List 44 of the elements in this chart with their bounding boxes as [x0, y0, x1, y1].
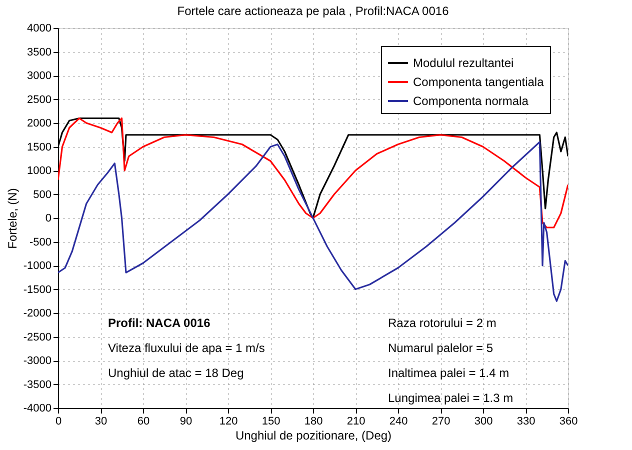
legend-label: Modulul rezultantei: [413, 56, 514, 70]
y-axis-title: Fortele, (N): [5, 188, 20, 249]
y-tick-label: 2000: [27, 118, 52, 130]
x-tick-label: 60: [137, 416, 150, 428]
line-series: [58, 141, 568, 302]
y-tick-label: 2500: [27, 94, 52, 106]
annotation: Raza rotorului = 2 m: [388, 316, 496, 330]
x-tick-label: 270: [432, 416, 450, 428]
chart-title: Fortele care actioneaza pe pala , Profil:NACA 0016: [177, 4, 450, 18]
y-tick-label: 0: [45, 212, 52, 224]
y-tick-label: -2500: [23, 331, 52, 344]
y-tick-label: 1000: [27, 165, 52, 177]
annotation: Lungimea palei = 1.3 m: [388, 391, 514, 405]
y-tick-label: -3500: [23, 378, 52, 391]
annotation: Profil: NACA 0016: [108, 316, 211, 330]
x-tick-label: 90: [180, 416, 192, 428]
annotation: Viteza fluxului de apa = 1 m/s: [108, 341, 265, 355]
x-tick-label: 30: [94, 416, 108, 428]
y-tick-label: -4000: [23, 402, 52, 414]
legend-label: Componenta normala: [413, 94, 529, 108]
x-tick-label: 330: [516, 416, 536, 428]
x-tick-label: 360: [559, 416, 578, 428]
x-axis-title: Unghiul de pozitionare, (Deg): [235, 428, 392, 442]
y-tick-label: 4000: [27, 22, 52, 34]
y-tick-label: 500: [33, 188, 52, 201]
y-tick-label: -2000: [23, 308, 52, 320]
x-tick-label: 0: [55, 416, 62, 428]
annotation: Unghiul de atac = 18 Deg: [108, 366, 244, 380]
y-tick-label: -1000: [23, 260, 52, 272]
y-tick-label: -1500: [23, 284, 52, 296]
annotation: Inaltimea palei = 1.4 m: [388, 366, 510, 380]
y-tick-label: -500: [29, 236, 52, 248]
y-tick-label: 3500: [27, 46, 52, 58]
legend-label: Componenta tangentiala: [413, 75, 544, 89]
x-tick-label: 300: [474, 416, 493, 428]
annotation: Numarul palelor = 5: [388, 341, 494, 355]
x-tick-label: 240: [389, 416, 408, 428]
x-tick-label: 150: [262, 416, 280, 428]
y-tick-label: -3000: [23, 355, 52, 367]
y-tick-label: 1500: [27, 141, 52, 154]
y-tick-label: 3000: [27, 70, 52, 82]
x-tick-label: 120: [219, 416, 238, 428]
x-tick-label: 210: [346, 416, 366, 428]
x-tick-label: 180: [304, 416, 323, 428]
